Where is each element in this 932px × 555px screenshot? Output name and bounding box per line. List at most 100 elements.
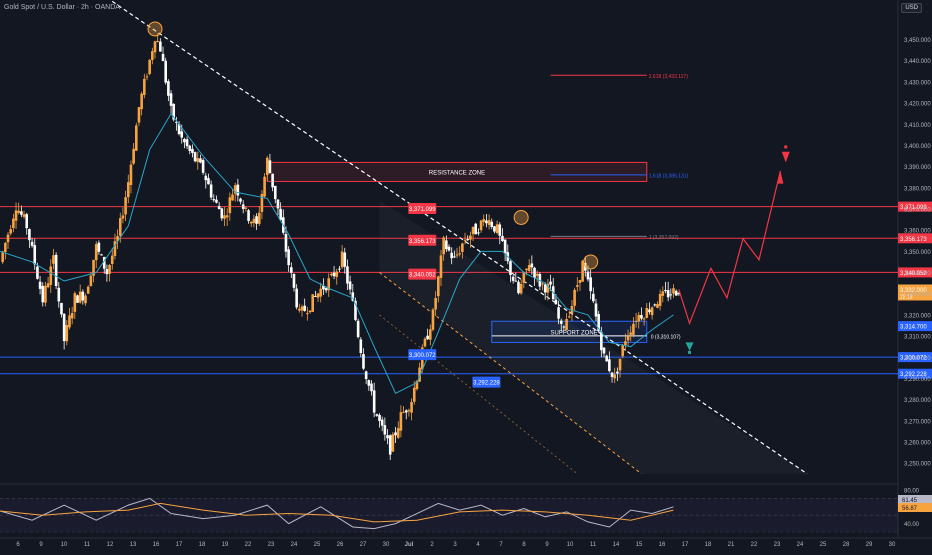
candle-body [664, 290, 667, 292]
candle-body [469, 235, 472, 240]
candle-body [399, 412, 403, 431]
level-badge-label: 3,356.173 [900, 237, 927, 243]
candle-body [485, 220, 488, 224]
candle-body [567, 316, 571, 318]
candle-body [236, 184, 240, 196]
level-badge-label: 3,300.072 [900, 356, 927, 362]
price-tick-label: 3,430.000 [904, 80, 931, 86]
candle-body [653, 304, 657, 306]
candle-body [541, 283, 544, 285]
rsi-value-badge [898, 503, 932, 512]
candle-body [156, 40, 159, 42]
candle-body [116, 236, 119, 242]
candle-body [76, 295, 79, 303]
candle-body [233, 185, 237, 194]
candle-body [359, 339, 363, 354]
rsi-line [0, 497, 674, 530]
candle-body [418, 367, 421, 382]
price-tick-label: 3,450.000 [904, 38, 931, 44]
candle-body [335, 271, 339, 277]
candle-body [447, 246, 451, 251]
price-label-box [408, 202, 437, 214]
candle-body [442, 237, 445, 255]
candle-body [453, 256, 456, 258]
candle-body [511, 276, 515, 281]
candle-body [482, 219, 486, 222]
candle-body [38, 281, 42, 289]
candle-body [9, 229, 12, 234]
time-tick-label: 11 [84, 542, 91, 548]
candle-body [586, 271, 590, 280]
projection-arrow-head [777, 170, 784, 184]
candle-body [674, 290, 678, 296]
candle-body [565, 319, 568, 331]
candle-body [581, 260, 584, 282]
time-tick-label: 8 [522, 542, 526, 548]
candle-body [629, 332, 633, 335]
rsi-panel [0, 497, 898, 533]
candle-body [677, 293, 681, 295]
rsi-tick-label: 80.00 [904, 489, 920, 495]
candle-body [362, 354, 365, 369]
candle-body [354, 300, 357, 320]
price-label: 3,292.228 [473, 381, 500, 387]
candle-body [215, 199, 218, 203]
price-tick-label: 3,270.000 [904, 419, 931, 425]
candle-body [573, 289, 576, 306]
candle-body [340, 251, 344, 268]
candle-body [594, 303, 598, 317]
time-tick-label: 2 [430, 542, 434, 548]
rsi-value-label: 56.87 [902, 506, 918, 512]
candle-body [265, 157, 269, 175]
candle-body [284, 233, 288, 252]
candle-body [209, 184, 213, 198]
level-badge-label: 3,340.052 [900, 271, 927, 277]
candle-body [407, 410, 411, 412]
moving-average [0, 112, 674, 394]
fib-label: 0 (3,310.107) [651, 334, 681, 340]
candle-body [330, 273, 333, 276]
zones: RESISTANCE ZONE SUPPORT ZONE [266, 161, 648, 343]
ma-line [0, 112, 674, 394]
candle-body [86, 286, 90, 294]
candles [1, 33, 681, 461]
time-tick-label: 25 [820, 542, 827, 548]
candle-body [212, 199, 216, 201]
currency-button[interactable]: USD [901, 3, 922, 13]
candle-body [239, 198, 242, 202]
candle-body [439, 255, 443, 278]
candle-body [247, 210, 250, 221]
candle-body [153, 41, 157, 53]
candle-body [546, 283, 550, 293]
candle-body [46, 283, 50, 288]
candle-body [81, 291, 85, 301]
time-tick-label: 7 [499, 542, 503, 548]
candle-body [36, 266, 39, 279]
time-tick-label: 30 [383, 542, 390, 548]
candle-body [54, 254, 58, 286]
candle-body [292, 273, 296, 288]
candle-body [271, 173, 274, 188]
candle-body [493, 226, 496, 232]
candle-body [380, 419, 384, 426]
support-zone-label: SUPPORT ZONE [551, 330, 598, 336]
candle-body [461, 243, 464, 252]
time-tick-label: 12 [107, 542, 114, 548]
price-tick-label: 3,340.000 [904, 271, 931, 277]
candle-body [346, 266, 349, 284]
candle-body [616, 371, 619, 374]
level-badge [898, 267, 932, 278]
candle-body [217, 205, 221, 210]
candle-body [118, 218, 122, 236]
candle-body [12, 218, 15, 229]
candle-body [65, 324, 69, 342]
candle-body [637, 314, 641, 322]
time-tick-label: 3 [453, 542, 457, 548]
candle-body [241, 204, 245, 209]
candle-body [575, 285, 579, 287]
fib-label: 1 (3,357.092) [649, 235, 679, 241]
candle-body [559, 320, 563, 324]
